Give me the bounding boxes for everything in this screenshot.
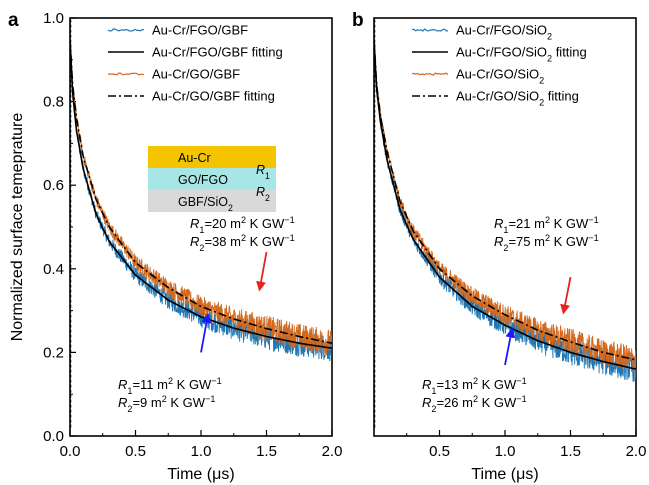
legend-label: Au-Cr/FGO/GBF fitting [152,45,283,60]
legend-entry: Au-Cr/GO/SiO2 fitting [412,89,579,108]
legend-label: Au-Cr/FGO/GBF [152,23,248,38]
x-tick-label: 1.0 [191,443,212,460]
x-tick-label: 1.0 [495,443,516,460]
series-line-data [374,51,636,373]
inset-layer [148,146,276,168]
y-tick-label: 0.2 [43,344,64,361]
annotation-lower: R1=11 m2 K GW−1 [118,376,222,396]
legend-swatch [107,72,145,76]
x-axis-label: Time (μs) [471,466,538,483]
annotation-arrow [200,312,212,353]
annotation-arrow [560,276,572,315]
annotation-arrow [504,327,516,366]
inset-layer-label: GO/FGO [178,173,228,187]
legend-entry: Au-Cr/GO/GBF fitting [108,89,275,104]
annotation-upper: R1=21 m2 K GW−1 [494,215,599,235]
panel-b: 0.5 1.0 1.5 2.0 Time (μs) Au-Cr/FGO/SiO2 Au-Cr… [373,17,647,483]
x-axis-label: Time (μs) [167,466,234,483]
inset-layer-label: GBF/SiO2 [178,195,233,213]
x-tick-label: 2.0 [626,443,647,460]
legend-label: Au-Cr/GO/GBF [152,67,240,82]
series-line-data [374,45,636,382]
inset-layer [148,168,276,190]
panel-a: 0.0 0.5 1.0 1.5 2.0 0.0 0.2 0.4 0.6 0.8 1.0 Time (μ… [9,10,342,483]
y-axis-label: Normalized surface temeprature [9,113,26,342]
y-tick-label: 1.0 [43,10,64,27]
legend-label: Au-Cr/GO/GBF fitting [152,89,275,104]
annotation-arrow [256,251,268,292]
y-tick-label: 0.8 [43,94,64,111]
annotation-lower: R2=26 m2 K GW−1 [422,394,527,414]
plot-area [70,18,332,428]
x-tick-label: 1.5 [256,443,277,460]
plot-area [374,18,636,428]
y-tick-label: 0.0 [43,428,64,445]
annotation-lower: R2=9 m2 K GW−1 [118,394,215,414]
annotation-upper: R2=38 m2 K GW−1 [190,233,295,253]
annotation-upper: R2=75 m2 K GW−1 [494,233,599,253]
inset-r-label: R2 [256,185,270,203]
y-tick-label: 0.6 [43,177,64,194]
legend-swatch [411,28,449,32]
legend-entry: Au-Cr/GO/SiO2 [411,67,544,86]
layer-inset: Au-Cr GO/FGO GBF/SiO2 R1 R2 [148,146,276,213]
legend-swatch [411,72,449,76]
legend-swatch [107,28,145,32]
series-line-fit [374,38,636,361]
legend-entry: Au-Cr/FGO/SiO2 fitting [412,45,587,64]
x-tick-label: 0.5 [429,443,450,460]
x-tick-label: 2.0 [322,443,343,460]
annotation-lower: R1=13 m2 K GW−1 [422,376,527,396]
legend-entry: Au-Cr/FGO/GBF [107,23,248,38]
x-tick-label: 0.5 [125,443,146,460]
series-line-data [70,43,332,355]
inset-layer [148,190,276,212]
annotation-upper: R1=20 m2 K GW−1 [190,215,295,235]
x-tick-label: 0.0 [60,443,81,460]
legend-label: Au-Cr/GO/SiO2 [456,67,544,86]
series-line-fit [374,38,636,370]
inset-layer-label: Au-Cr [178,151,211,165]
panel-letter-b: b [352,10,364,31]
y-tick-label: 0.4 [43,261,64,278]
series-line-fit [70,38,332,350]
legend-entry: Au-Cr/FGO/SiO2 [411,23,552,42]
legend-label: Au-Cr/FGO/SiO2 fitting [456,45,587,64]
legend-entry: Au-Cr/FGO/GBF fitting [108,45,283,60]
legend-label: Au-Cr/GO/SiO2 fitting [456,89,579,108]
inset-r-label: R1 [256,163,270,181]
panel-letter-a: a [8,10,19,31]
legend-label: Au-Cr/FGO/SiO2 [456,23,552,42]
x-tick-label: 1.5 [560,443,581,460]
legend-entry: Au-Cr/GO/GBF [107,67,240,82]
